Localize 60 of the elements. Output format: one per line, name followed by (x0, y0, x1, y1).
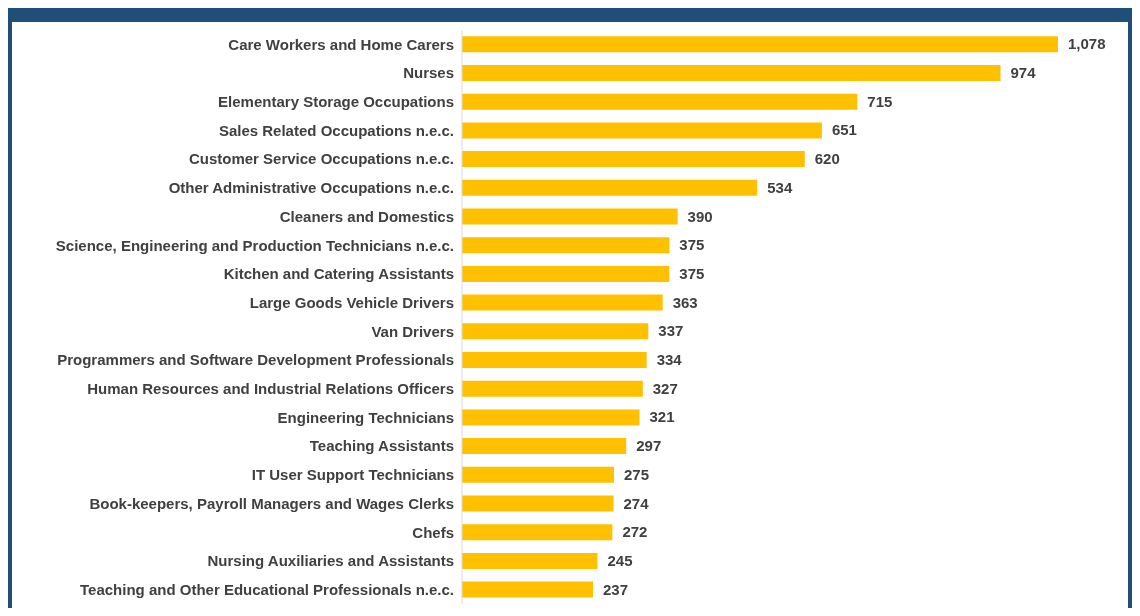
y-tick-label: Nursing Auxiliaries and Assistants (207, 552, 454, 570)
data-label: 321 (649, 408, 675, 426)
y-tick-label: Elementary Storage Occupations (218, 93, 454, 111)
bar (462, 409, 640, 426)
bar (462, 265, 670, 282)
data-label: 375 (679, 264, 705, 282)
bar (462, 466, 615, 483)
data-label: 297 (636, 437, 662, 455)
y-tick-label: Large Goods Vehicle Drivers (249, 293, 454, 311)
data-label: 337 (658, 322, 684, 340)
y-tick-label: Teaching Assistants (309, 437, 454, 455)
bar (462, 352, 647, 369)
y-tick-label: Cleaners and Domestics (279, 207, 454, 225)
data-label: 1,078 (1068, 35, 1106, 53)
data-label: 334 (656, 351, 683, 369)
y-tick-label: IT User Support Technicians (251, 466, 454, 484)
data-label: 715 (867, 92, 893, 110)
y-tick-label: Teaching and Other Educational Professionals n.e.c. (80, 580, 454, 598)
bar (462, 380, 643, 397)
bar (462, 237, 670, 254)
bar (462, 323, 649, 340)
data-label: 272 (622, 523, 648, 541)
data-label: 375 (679, 236, 705, 254)
y-tick-label: Book-keepers, Payroll Managers and Wages Clerks (89, 494, 454, 512)
data-label: 245 (607, 551, 633, 569)
bar (462, 552, 598, 569)
y-tick-label: Programmers and Software Development Professionals (57, 351, 454, 369)
bar (462, 495, 614, 512)
bar (462, 36, 1058, 53)
data-label: 363 (672, 293, 698, 311)
data-label: 237 (603, 580, 629, 598)
bar (462, 294, 663, 311)
y-tick-label: Kitchen and Catering Assistants (223, 265, 454, 283)
bar (462, 93, 858, 110)
data-label: 534 (767, 178, 793, 196)
y-tick-label: Science, Engineering and Production Technicians n.e.c. (55, 236, 454, 254)
y-tick-label: Care Workers and Home Carers (228, 35, 454, 53)
bar (462, 438, 627, 455)
bar (462, 151, 805, 168)
data-label: 651 (831, 121, 857, 139)
data-label: 275 (624, 465, 650, 483)
data-label: 974 (1010, 64, 1037, 82)
y-tick-label: Van Drivers (371, 322, 454, 340)
data-label: 390 (687, 207, 713, 225)
data-label: 620 (814, 150, 840, 168)
bar (462, 65, 1001, 82)
y-tick-label: Nurses (403, 64, 454, 82)
bar (462, 179, 758, 196)
y-tick-label: Chefs (412, 523, 454, 541)
bar (462, 581, 594, 598)
bar (462, 208, 678, 225)
bar (462, 524, 613, 541)
data-label: 274 (623, 494, 650, 512)
y-tick-label: Engineering Technicians (277, 408, 454, 426)
y-tick-label: Sales Related Occupations n.e.c. (218, 121, 454, 139)
data-label: 327 (652, 379, 678, 397)
y-tick-label: Customer Service Occupations n.e.c. (188, 150, 454, 168)
bar (462, 122, 822, 139)
y-tick-label: Human Resources and Industrial Relations Officers (87, 380, 454, 398)
y-tick-label: Other Administrative Occupations n.e.c. (168, 179, 454, 197)
